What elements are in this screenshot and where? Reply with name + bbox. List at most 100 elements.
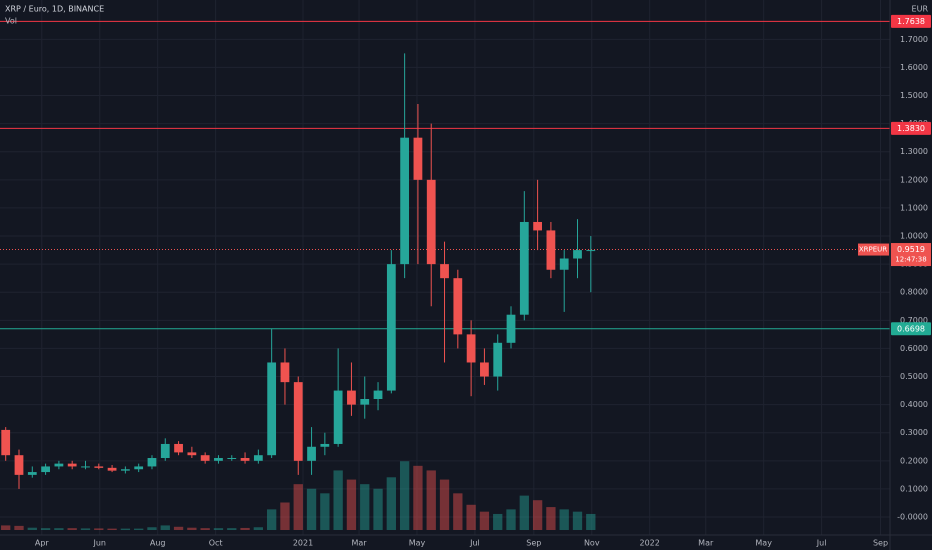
candle-body [147,458,157,467]
volume-bar [67,528,77,530]
candle-body [493,342,503,377]
candle-body [134,466,144,470]
level-tag [891,121,931,135]
volume-bar [439,479,450,530]
candle-body [386,264,396,391]
candle-body [81,466,90,468]
candle-body [466,334,476,363]
candle-body [41,466,50,473]
candle-body [586,250,596,252]
last-price-tag [891,243,931,267]
volume-bar [360,484,370,530]
x-tick-label: Mar [351,539,367,548]
volume-bar [386,477,396,530]
volume-bar [293,484,303,530]
volume-bar [426,470,436,530]
y-tick-label: 0.4000 [900,400,928,409]
volume-bar [280,502,290,530]
level-label: 1.3830 [897,124,925,133]
x-tick-label: Jul [816,539,827,548]
volume-bar [1,525,11,530]
candle-body [360,399,370,405]
candle-body [160,443,170,459]
volume-bar [94,528,104,530]
candle-body [480,362,489,377]
candle-body [27,472,37,475]
y-tick-label: 0.8000 [900,288,928,297]
x-tick-label: Sep [873,539,888,548]
volume-bar [267,509,277,530]
volume-bar [346,479,357,530]
candle-body [214,458,223,461]
volume-bar [14,525,24,530]
volume-bar [80,528,91,530]
volume-bar [333,470,343,530]
level-label: 1.7638 [897,17,925,26]
candle-body [54,463,64,467]
volume-bar [27,527,37,530]
countdown-label: 12:47:38 [895,256,926,264]
y-tick-label: 1.6000 [900,63,928,72]
candle-body [426,179,436,265]
candle-body [453,278,463,335]
y-tick-label: 0.6000 [900,344,928,353]
volume-bar [453,493,463,530]
volume-label: Vol [5,17,17,26]
volume-bar [572,511,583,530]
candle-body [307,446,316,461]
x-tick-label: Jun [92,539,106,548]
volume-bar [466,504,476,530]
candle-body [293,382,303,461]
volume-bar [227,528,237,530]
volume-bar [399,461,410,530]
level-tag [891,322,931,336]
volume-bar [160,525,170,530]
x-tick-label: Sep [526,539,541,548]
x-tick-label: 2021 [293,539,313,548]
chart-title: XRP / Euro, 1D, BINANCE [5,5,104,14]
volume-bar [120,528,131,530]
candle-body [200,455,210,461]
volume-bar [40,528,51,530]
y-tick-label: 1.5000 [900,91,928,100]
candle-body [187,452,197,456]
candle-body [559,258,569,270]
y-tick-label: -0.0000 [897,513,928,522]
candle-body [174,443,183,453]
y-tick-label: 1.3000 [900,147,928,156]
x-tick-label: 2022 [640,539,660,548]
candle-body [573,250,582,259]
candle-body [107,467,117,471]
y-tick-label: 1.7000 [900,35,928,44]
x-tick-label: Apr [35,539,50,548]
volume-bar [147,527,157,530]
last-price-label: 0.9519 [897,245,925,254]
candle-body [320,443,330,447]
candle-body [546,230,556,270]
volume-bar [493,513,503,530]
volume-bar [320,493,330,530]
y-tick-label: 1.1000 [900,203,928,212]
candle-body [240,458,250,461]
symbol-label: XRPEUR [859,246,887,254]
candle-body [94,466,104,468]
candle-body [347,390,356,405]
x-tick-label: Jul [469,539,480,548]
candle-body [267,362,277,456]
x-tick-label: Aug [150,539,166,548]
volume-bar [506,509,516,530]
candle-body [413,137,423,180]
y-tick-label: 0.5000 [900,372,928,381]
volume-bar [546,507,556,530]
volume-bar [306,488,317,530]
x-tick-label: May [755,539,772,548]
volume-bar [134,528,144,530]
candle-body [533,221,542,231]
volume-bar [253,527,264,530]
candle-body [67,463,77,467]
candle-body [506,314,516,343]
y-tick-label: 0.2000 [900,456,928,465]
x-tick-label: Oct [209,539,223,548]
volume-bar [559,509,569,530]
